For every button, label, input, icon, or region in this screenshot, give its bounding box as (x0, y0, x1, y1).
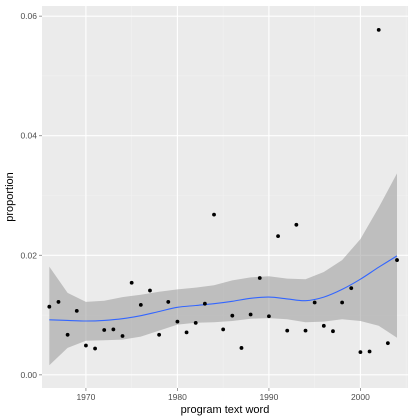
confidence-ribbon (49, 173, 398, 366)
y-axis-title: proportion (4, 172, 16, 222)
x-tick-label: 1980 (168, 392, 187, 402)
y-tick-label: 0.04 (20, 131, 37, 141)
minor-gridlines (42, 6, 408, 388)
data-point (248, 312, 253, 317)
data-point (138, 303, 143, 307)
data-point (93, 346, 97, 351)
data-point (230, 313, 235, 318)
data-point (312, 300, 317, 305)
x-tick-label: 1970 (76, 392, 95, 402)
x-tick-label: 1990 (259, 392, 278, 402)
data-point (129, 280, 134, 285)
data-point (148, 288, 152, 293)
smooth-trend-line (49, 255, 398, 322)
data-point (303, 328, 308, 333)
data-point (175, 319, 180, 324)
data-point (157, 332, 162, 337)
data-point (65, 332, 70, 337)
data-point (385, 341, 390, 346)
data-point (331, 329, 335, 334)
major-gridlines (42, 6, 408, 388)
data-point (221, 327, 226, 332)
data-point (193, 320, 198, 325)
x-axis-title: program text word (181, 404, 270, 416)
data-point (84, 343, 88, 348)
data-point (102, 328, 107, 332)
data-point (395, 258, 399, 262)
data-point (376, 28, 381, 32)
y-tick-label: 0.02 (20, 250, 37, 260)
data-points (47, 28, 399, 355)
data-point (74, 308, 79, 313)
data-point (56, 300, 61, 304)
data-point (358, 350, 363, 355)
data-point (349, 286, 354, 291)
data-point (257, 276, 262, 280)
data-point (340, 300, 345, 305)
data-point (276, 234, 280, 239)
y-tick-label: 0.00 (20, 370, 37, 380)
data-point (294, 222, 299, 227)
data-point (47, 304, 52, 309)
y-tick-label: 0.06 (20, 11, 37, 21)
data-point (239, 346, 244, 350)
data-point (321, 323, 326, 328)
data-point (367, 349, 372, 354)
x-axis-ticks: 1970 1980 1990 2000 (76, 388, 370, 402)
data-point (111, 327, 116, 332)
data-point (202, 301, 207, 306)
data-point (166, 300, 171, 304)
data-point (212, 212, 216, 217)
x-tick-label: 2000 (351, 392, 370, 402)
data-point (184, 330, 189, 335)
y-axis-ticks: 0.00 0.02 0.04 0.06 (20, 11, 42, 380)
data-point (267, 314, 271, 319)
data-point (120, 334, 125, 338)
data-point (285, 328, 290, 333)
